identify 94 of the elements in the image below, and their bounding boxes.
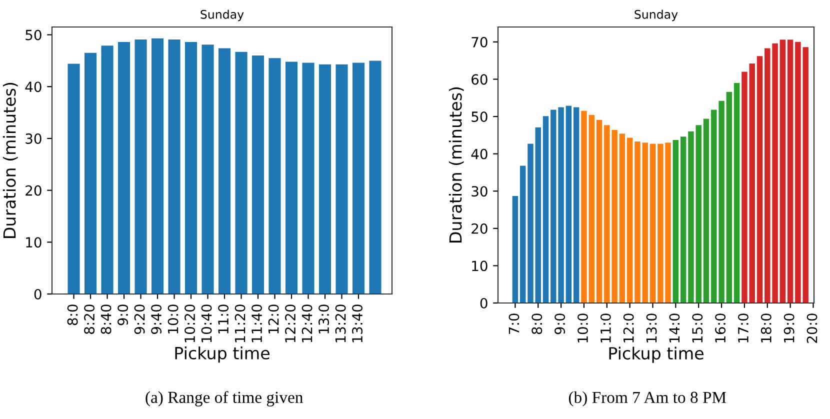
y-tick-label: 20 [26,185,42,196]
x-tick-label: 17:0 [738,314,748,342]
bar [352,62,365,294]
x-tick-label: 8:0 [532,314,542,334]
bar [336,64,348,294]
bar [168,39,180,294]
bar [520,166,526,303]
x-tick-label: 11:40 [252,304,262,342]
x-tick-label: 12:20 [285,304,296,342]
bar [672,140,679,303]
bar [528,144,534,303]
y-tick-label: 50 [26,30,42,40]
y-axis-title: Duration (minutes) [448,87,464,242]
y-tick-label: 30 [472,186,488,197]
bar [542,116,549,303]
bar [780,40,786,303]
y-tick-label: 40 [471,148,488,160]
x-tick-label: 20:0 [806,314,818,343]
y-tick-label: 0 [34,288,42,300]
x-tick-label: 13:40 [352,304,363,342]
y-tick-label: 70 [472,36,488,48]
text: (b) From 7 Am to 8 PM [568,391,726,406]
x-tick-label: 15:0 [692,314,703,342]
bar [787,40,794,303]
chart-title: Sunday [200,10,244,22]
bar [202,44,214,294]
bar [764,48,770,303]
text: (a) Range of time given [146,391,303,406]
x-tick-label: 10:0 [168,304,178,334]
x-tick-label: 14:0 [669,314,680,342]
x-axis-title: Pickup time [609,346,704,363]
bar [318,64,332,294]
x-tick-label: 8:20 [84,304,95,334]
bar [68,64,80,294]
x-tick-label: 11:0 [600,314,611,342]
x-tick-label: 11:20 [234,304,246,342]
y-tick-label: 20 [472,223,488,234]
y-tick-label: 10 [26,237,42,248]
bar [134,39,147,294]
bar [734,82,740,303]
x-tick-label: 12:40 [302,304,312,342]
x-tick-label: 12:0 [268,304,279,334]
bar [285,62,298,294]
bar [101,46,114,294]
bar [756,56,763,303]
bar [626,138,633,303]
x-tick-label: 9:0 [118,304,128,326]
bar [650,144,656,303]
x-tick-label: 9:40 [151,304,162,334]
bar [573,107,580,303]
x-tick-label: 10:0 [578,314,588,342]
x-tick-label: 9:0 [554,314,566,334]
x-tick-label: 8:40 [100,304,112,334]
y-tick-label: 60 [472,74,488,85]
y-axis-title: Duration (minutes) [2,82,18,238]
bar [218,48,231,294]
bar [118,42,130,294]
x-tick-label: 18:0 [760,314,772,342]
bar [512,196,518,303]
bar [235,52,248,294]
bar [772,43,778,303]
bar [726,92,732,303]
y-tick-label: 50 [472,111,488,122]
x-axis-title: Pickup time [175,346,270,363]
x-tick-label: 13:0 [318,304,330,334]
x-tick-label: 19:0 [784,314,794,342]
bar [703,118,710,303]
bar [619,134,626,303]
chart-title: Sunday [634,10,678,22]
bar [535,127,541,303]
bar [184,42,198,294]
x-tick-label: 13:20 [335,304,346,342]
bar [268,58,281,294]
y-tick-label: 40 [25,82,42,92]
x-tick-label: 12:0 [623,314,634,342]
y-tick-label: 10 [472,260,488,272]
bar [596,120,602,303]
bar [252,56,264,294]
bar [151,38,164,294]
bar [302,62,314,294]
bar [566,106,572,303]
x-tick-label: 10:20 [184,304,196,342]
x-tick-label: 7:0 [508,314,520,334]
bar [680,136,686,303]
x-tick-label: 13:0 [646,314,657,342]
x-tick-label: 11:0 [218,304,229,334]
x-tick-label: 10:40 [201,304,212,342]
y-tick-label: 0 [480,298,488,308]
bar [369,60,382,294]
x-tick-label: 9:20 [134,304,145,334]
x-tick-label: 16:0 [715,314,726,342]
bar [84,52,97,294]
x-tick-label: 8:0 [67,304,78,326]
y-tick-label: 30 [26,133,42,144]
